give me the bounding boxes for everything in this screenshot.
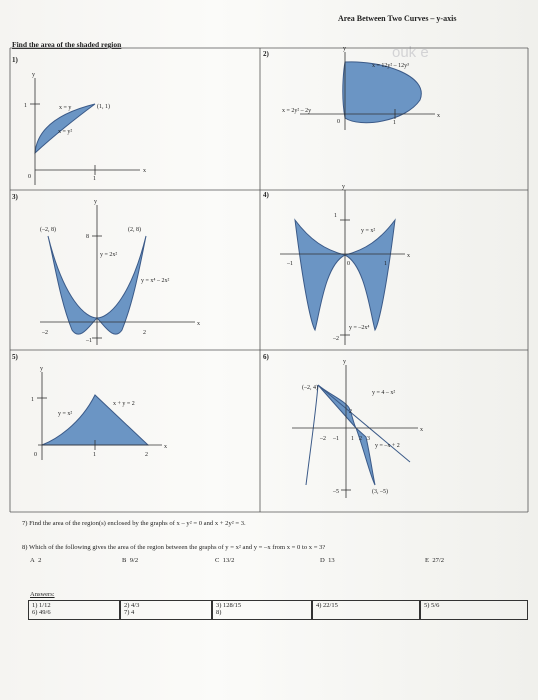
problem-number: 3)	[12, 193, 19, 201]
tick-label: –1	[286, 261, 293, 267]
answer-cell: 1) 1/12 6) 49/6	[28, 600, 120, 620]
curve-label: y = –2x⁴	[349, 325, 369, 331]
tick-label: 2	[359, 436, 362, 442]
point-label: (–2, 8)	[40, 226, 56, 233]
tick-label: 8	[86, 234, 89, 240]
curve-label: y = 2x²	[100, 252, 117, 258]
curve-label: y = x⁴ – 2x²	[141, 278, 169, 284]
graph-6: 6) (–2, 4) y = 4 – x² 2 –2 –1 1 2 3 y = …	[263, 353, 423, 498]
curve-label: x = y²	[58, 129, 72, 135]
axis-label: x	[197, 321, 200, 327]
curve-label: x + y = 2	[113, 401, 135, 407]
tick-label: –1	[85, 338, 92, 344]
page-title: Area Between Two Curves – y-axis	[338, 14, 457, 23]
tick-label: –5	[332, 489, 339, 495]
graph-5: 5) 1 x + y = 2 y = x² 0 1 2 y x	[12, 353, 167, 460]
curve-label: x = 12y² – 12y³	[372, 63, 409, 69]
problem-number: 4)	[263, 191, 270, 199]
choice-c: C 13/2	[215, 557, 235, 564]
tick-label: 1	[334, 213, 337, 219]
tick-label: 1	[93, 176, 96, 182]
axis-label: x	[143, 168, 146, 174]
tick-label: 3	[367, 436, 370, 442]
question-8: 8) Which of the following gives the area…	[22, 544, 326, 551]
tick-label: 2	[143, 330, 146, 336]
axis-label: x	[164, 444, 167, 450]
axis-label: y	[342, 184, 345, 190]
graph-3: 3) (–2, 8) (2, 8) 8 y = 2x² y = x⁴ – 2x²…	[12, 193, 200, 345]
problem-number: 2)	[263, 50, 270, 58]
curve-label: y = x²	[58, 411, 72, 417]
choice-d: D 13	[320, 557, 335, 564]
instructions: Find the area of the shaded region	[12, 40, 122, 49]
point-label: (–2, 4)	[302, 384, 318, 391]
tick-label: 1	[93, 452, 96, 458]
tick-label: –2	[332, 336, 339, 342]
tick-label: 1	[384, 261, 387, 267]
axis-label: y	[343, 46, 346, 52]
point-label: (1, 1)	[97, 103, 110, 110]
tick-label: –2	[319, 436, 326, 442]
curve-label: y = x²	[361, 228, 375, 234]
tick-label: 1	[351, 436, 354, 442]
tick-label: 0	[347, 261, 350, 267]
tick-label: 1	[24, 103, 27, 109]
answer-cell: 3) 128/15 8)	[212, 600, 312, 620]
answer-cell: 2) 4/3 7) 4	[120, 600, 212, 620]
tick-label: 2	[349, 409, 352, 415]
problem-number: 6)	[263, 353, 270, 361]
tick-label: 2	[145, 452, 148, 458]
curve-label: y = 4 – x²	[372, 390, 395, 396]
axis-label: x	[407, 253, 410, 259]
axis-label: y	[32, 72, 35, 78]
axis-label: x	[437, 113, 440, 119]
answers-heading: Answers:	[30, 591, 55, 598]
question-7: 7) Find the area of the region(s) enclos…	[22, 520, 246, 527]
axis-label: x	[420, 427, 423, 433]
point-label: (3, –5)	[372, 488, 388, 495]
curve-label: y = –x + 2	[375, 443, 400, 449]
problem-number: 5)	[12, 353, 19, 361]
axis-label: y	[40, 366, 43, 372]
graph-4: 4) 1 y = x² –1 0 1 –2 y = –2x⁴ y x	[263, 184, 410, 345]
tick-label: 1	[393, 120, 396, 126]
problem-number: 1)	[12, 56, 19, 64]
graph-1: 1) x = y (1, 1) x = y² 1 0 1 y x	[12, 56, 146, 185]
curve-label: x = 2y² – 2y	[282, 108, 311, 114]
graph-2: 2) x = 12y² – 12y³ x = 2y² – 2y 0 1 y x	[263, 46, 440, 130]
choice-a: A 2	[30, 557, 42, 564]
tick-label: 1	[31, 397, 34, 403]
point-label: (2, 8)	[128, 226, 141, 233]
tick-label: 0	[28, 174, 31, 180]
tick-label: –2	[41, 330, 48, 336]
tick-label: –1	[332, 436, 339, 442]
answer-cell: 5) 5/6	[420, 600, 528, 620]
grid-lines	[9, 47, 529, 513]
curve-label: x = y	[59, 105, 71, 111]
choice-e: E 27/2	[425, 557, 445, 564]
tick-label: 0	[34, 452, 37, 458]
tick-label: 0	[337, 119, 340, 125]
axis-label: y	[94, 199, 97, 205]
answer-cell: 4) 22/15	[312, 600, 420, 620]
axis-label: y	[343, 359, 346, 365]
choice-b: B 9/2	[122, 557, 139, 564]
